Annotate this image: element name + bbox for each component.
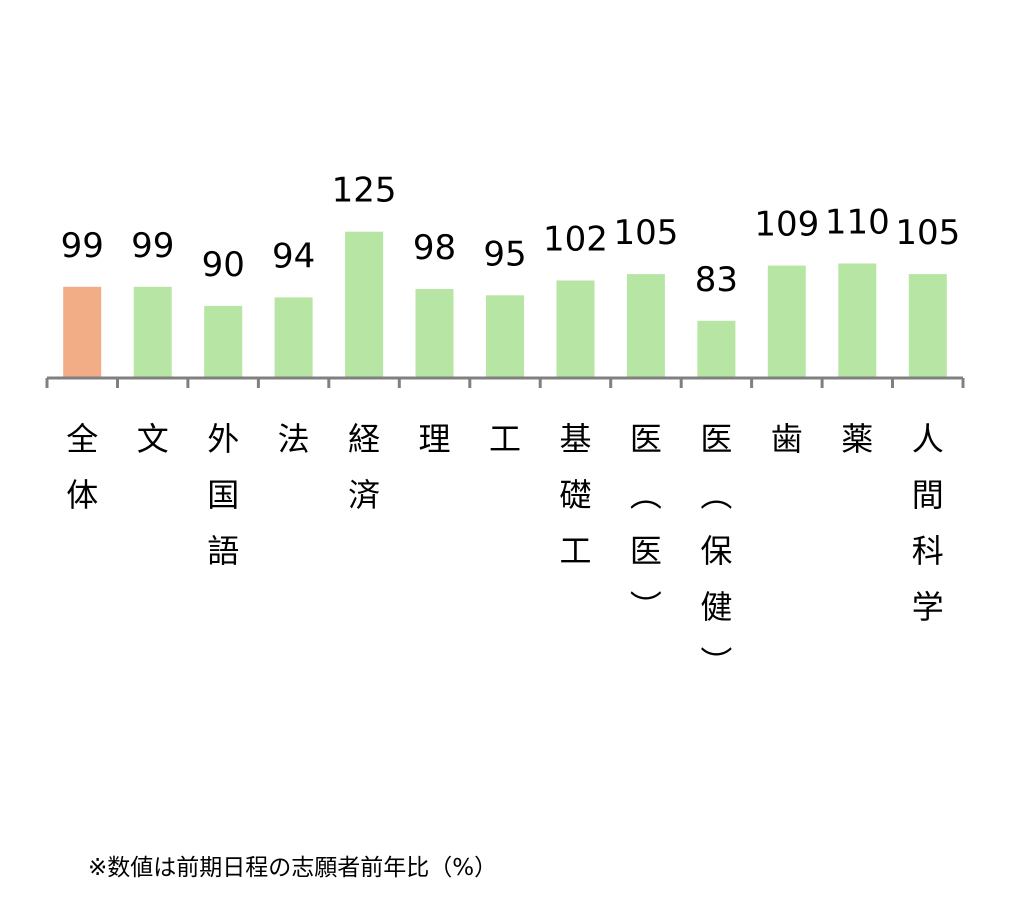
x-axis <box>45 376 965 388</box>
bar <box>697 320 736 378</box>
data-label: 105 <box>895 213 960 253</box>
category-label: 医︵保健︶ <box>700 420 732 682</box>
bars <box>63 231 947 378</box>
bar <box>626 274 665 378</box>
data-label: 99 <box>61 226 104 266</box>
bar <box>767 265 806 378</box>
bar <box>838 263 877 378</box>
category-label: 全体 <box>66 420 98 514</box>
bar <box>345 231 384 378</box>
bar <box>133 286 172 378</box>
data-label: 98 <box>413 228 456 268</box>
data-label: 95 <box>483 234 526 274</box>
data-label: 105 <box>613 213 678 253</box>
category-label: 経済 <box>348 420 380 514</box>
data-label: 94 <box>272 236 315 276</box>
bar <box>486 295 524 378</box>
category-label: 歯 <box>771 420 803 458</box>
category-label: 法 <box>278 420 310 458</box>
bar <box>63 286 102 378</box>
bar <box>274 297 313 378</box>
category-label: 人間科学 <box>912 420 944 626</box>
category-label: 文 <box>137 420 169 458</box>
bar <box>415 289 454 378</box>
data-label: 125 <box>332 171 397 211</box>
data-label: 109 <box>754 205 819 245</box>
footnote: ※数値は前期日程の志願者前年比（%） <box>88 855 498 881</box>
category-label: 工 <box>489 420 521 458</box>
category-labels: 全体 文 外国語 法 経済理 工 基礎工 医︵医︶ 医︵保健︶ 歯薬 人間科学 <box>66 420 944 682</box>
data-label: 110 <box>825 203 890 243</box>
data-label: 83 <box>695 260 738 300</box>
category-label: 薬 <box>841 420 873 458</box>
category-label: 外国語 <box>207 420 239 570</box>
category-label: 基礎工 <box>559 420 591 570</box>
bar <box>908 274 947 378</box>
bar <box>204 305 243 378</box>
data-label: 90 <box>202 245 245 285</box>
bar <box>556 280 595 378</box>
category-label: 医︵医︶ <box>630 420 662 626</box>
category-label: 理 <box>418 420 450 458</box>
data-label: 102 <box>543 220 608 260</box>
data-label: 99 <box>131 226 174 266</box>
